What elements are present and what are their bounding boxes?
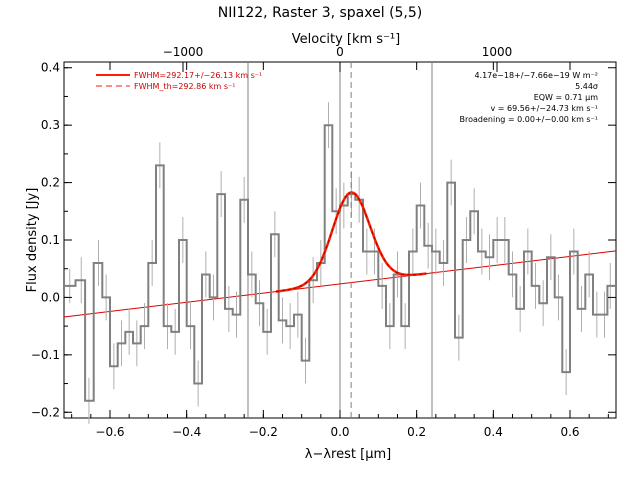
top-axis-label: Velocity [km s⁻¹]	[292, 32, 400, 47]
y-axis-ticks: −0.2 −0.1 0.0 0.1 0.2 0.3 0.4	[31, 61, 616, 419]
top-axis-ticks: −1000 0 1000	[163, 45, 513, 72]
x-tick-label: 0.4	[484, 425, 503, 439]
y-tick-label: 0.3	[41, 118, 60, 132]
x-tick-label: 0.0	[330, 425, 349, 439]
top-tick-label: 0	[336, 45, 344, 59]
x-tick-label: −0.4	[172, 425, 201, 439]
y-axis-label: Flux density [Jy]	[25, 188, 40, 293]
annotation-significance: 5.44σ	[575, 82, 598, 91]
x-axis-label: λ−λrest [μm]	[305, 447, 391, 462]
x-tick-label: 0.6	[560, 425, 579, 439]
fit-annotations: 4.17e−18+/−7.66e−19 W m⁻² 5.44σ EQW = 0.…	[460, 71, 599, 124]
top-tick-label: 1000	[482, 45, 513, 59]
legend: FWHM=292.17+/−26.13 km s⁻¹ FWHM_th=292.8…	[96, 71, 262, 91]
top-tick-label: −1000	[163, 45, 204, 59]
x-axis-ticks: −0.6 −0.4 −0.2 0.0 0.2 0.4 0.6	[71, 62, 609, 439]
y-tick-label: 0.2	[41, 176, 60, 190]
vertical-marker-lines	[247, 62, 433, 418]
x-tick-label: 0.2	[407, 425, 426, 439]
y-tick-label: 0.0	[41, 290, 60, 304]
annotation-velocity: v = 69.56+/−24.73 km s⁻¹	[490, 104, 598, 113]
annotation-broadening: Broadening = 0.00+/−0.00 km s⁻¹	[460, 115, 598, 124]
x-tick-label: −0.2	[249, 425, 278, 439]
y-tick-label: 0.1	[41, 233, 60, 247]
legend-fwhm-label: FWHM=292.17+/−26.13 km s⁻¹	[134, 71, 262, 80]
y-tick-label: −0.1	[31, 348, 60, 362]
chart-title: NII122, Raster 3, spaxel (5,5)	[218, 5, 423, 21]
annotation-eqw: EQW = 0.71 μm	[534, 93, 598, 102]
x-tick-label: −0.6	[95, 425, 124, 439]
legend-fwhm-th-label: FWHM_th=292.86 km s⁻¹	[134, 82, 235, 91]
annotation-flux: 4.17e−18+/−7.66e−19 W m⁻²	[474, 71, 598, 80]
y-tick-label: 0.4	[41, 61, 60, 75]
y-tick-label: −0.2	[31, 405, 60, 419]
